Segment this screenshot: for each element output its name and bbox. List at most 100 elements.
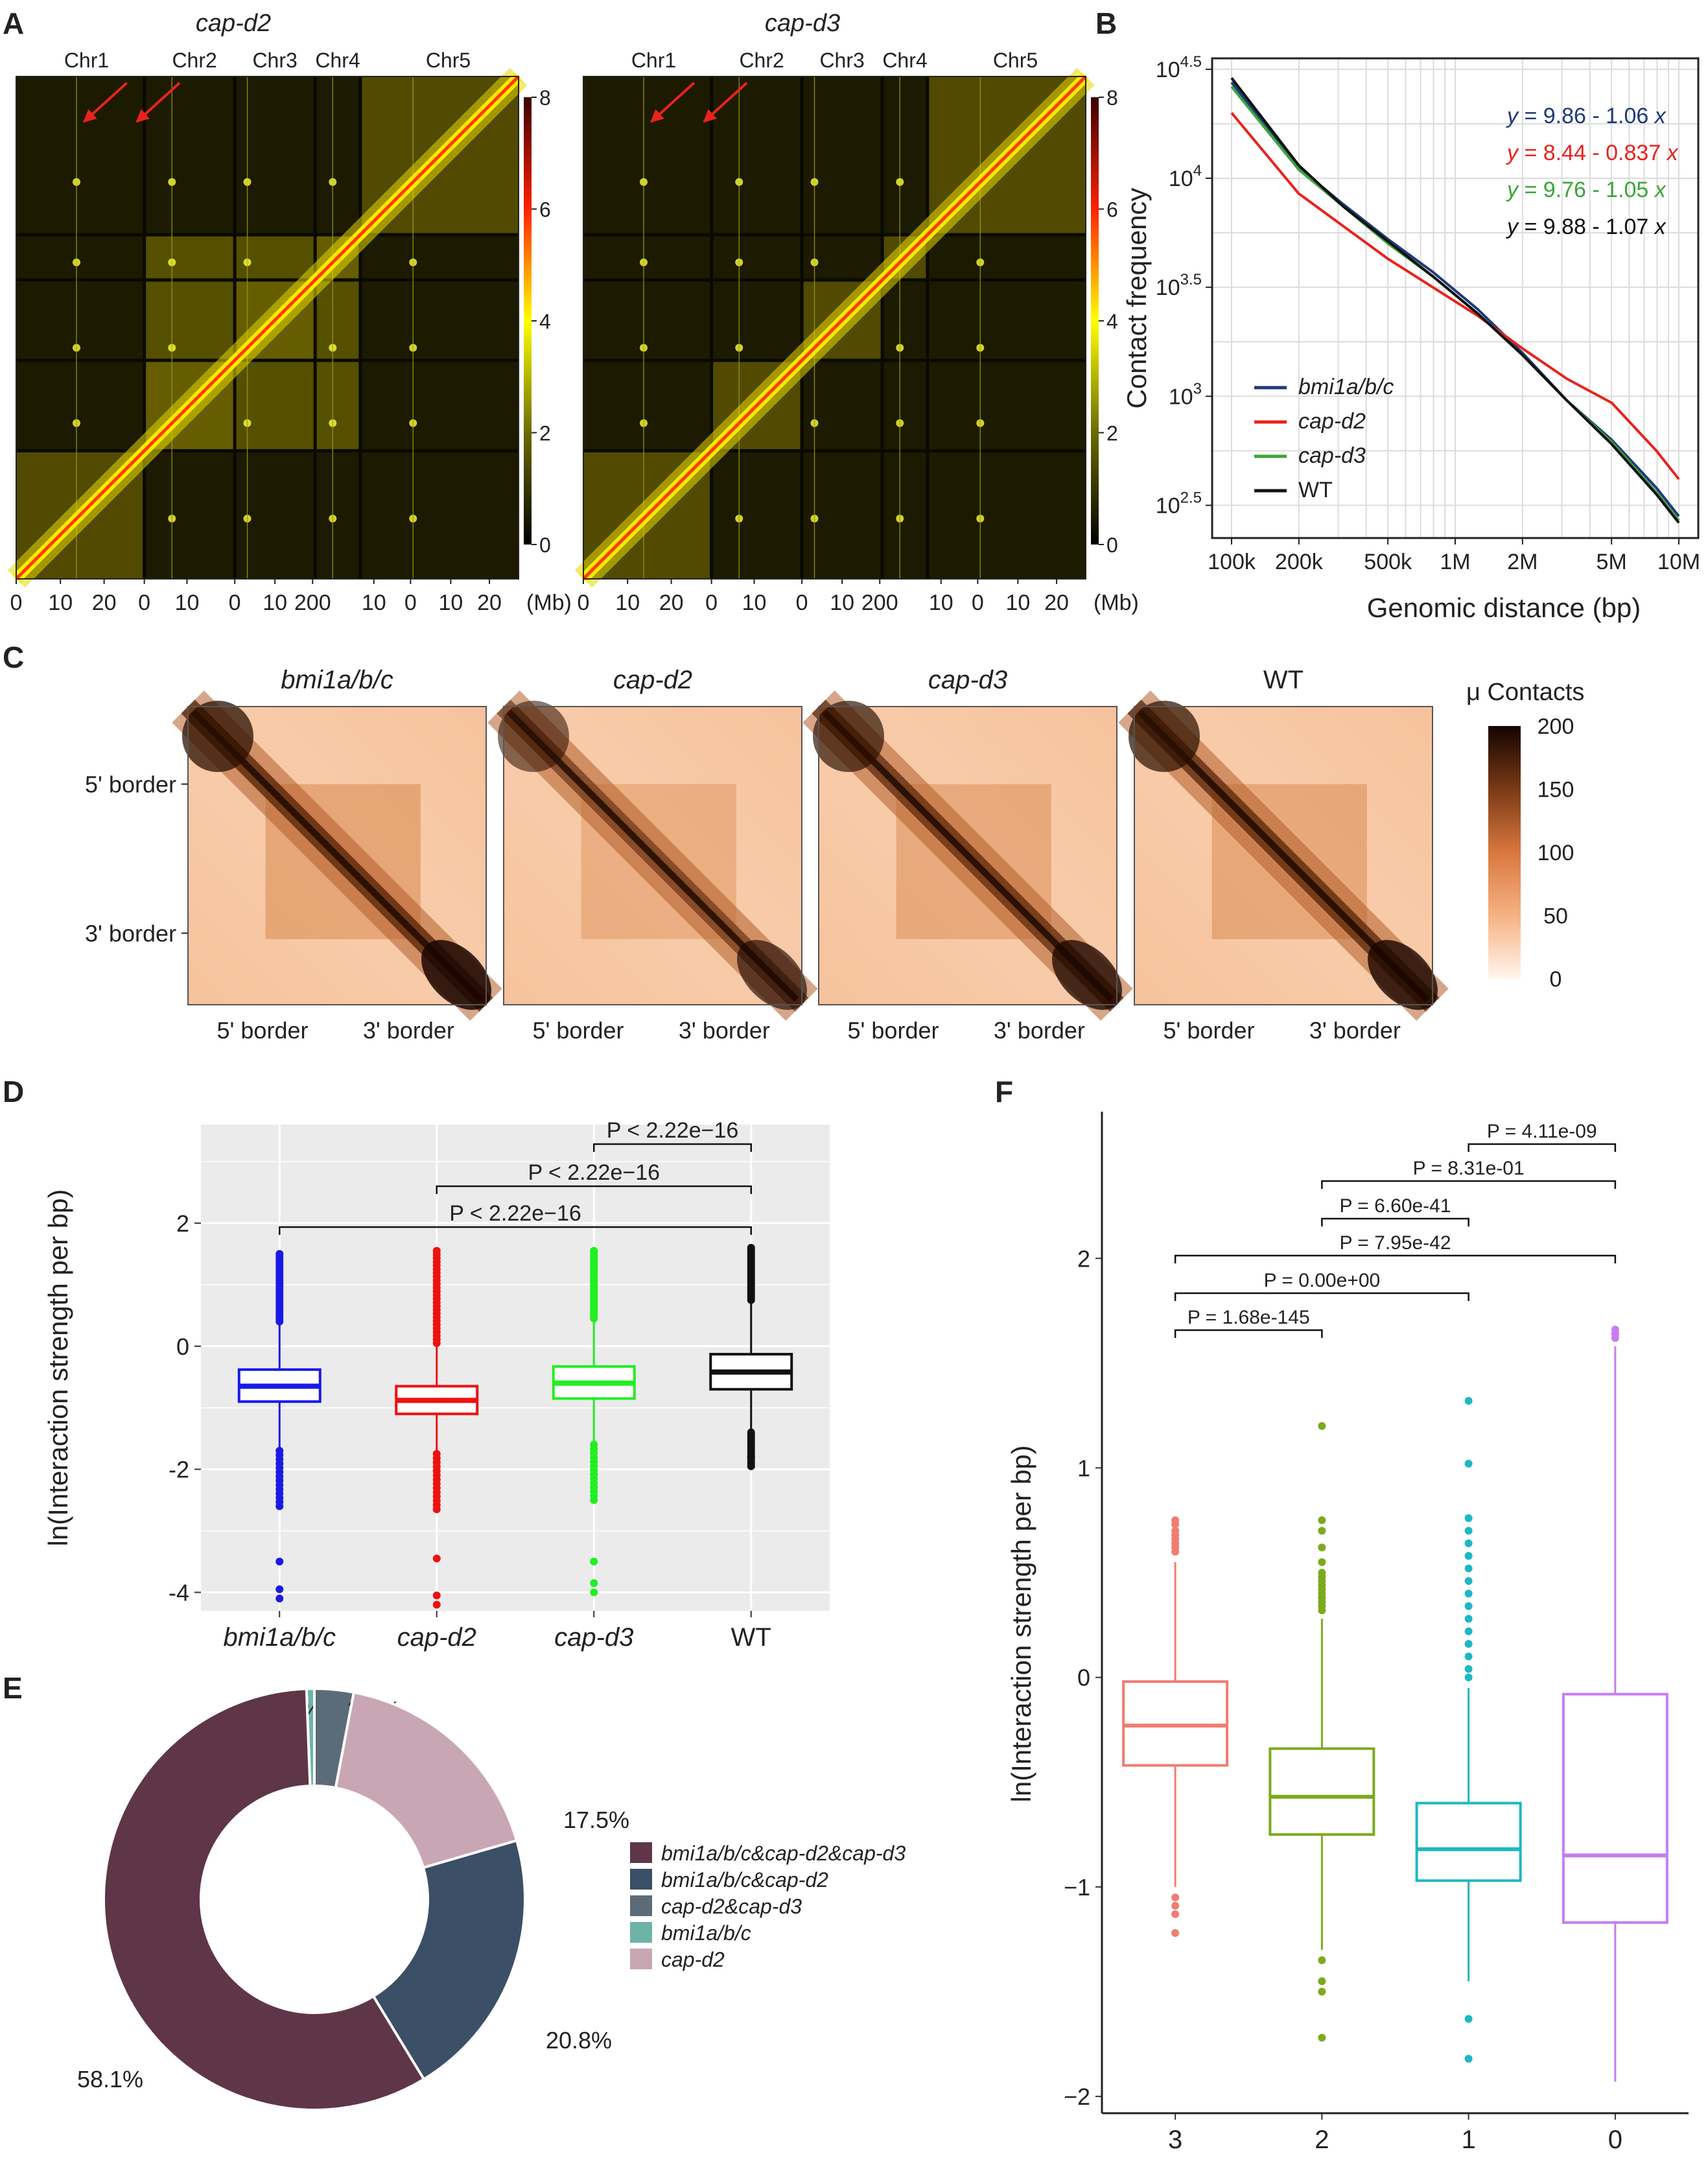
- comparison-bracket: [436, 1185, 752, 1194]
- x-tick-label: cap-d2: [397, 1623, 476, 1652]
- panel-label-d: D: [3, 1075, 24, 1108]
- y-tick-exp: 2.5: [1180, 489, 1202, 507]
- box-iqr: [1122, 1680, 1229, 1767]
- y-axis-title: Contact frequency: [1121, 188, 1152, 409]
- regression-equation: y = 9.86 - 1.06 x: [1506, 104, 1667, 128]
- x-tick-label: 20: [92, 591, 117, 615]
- y-tick-exp: 4: [1193, 162, 1202, 180]
- y-tick-label: 1: [1077, 1455, 1090, 1481]
- eq-y-var: y: [1506, 104, 1519, 128]
- x-tick-label: 3: [1168, 2126, 1182, 2154]
- centromere-contact: [810, 178, 819, 186]
- eq-x-var: x: [1666, 141, 1679, 165]
- centromere-contact: [409, 258, 417, 266]
- legend-label: WT: [1298, 478, 1333, 502]
- colorbar-title: μ Contacts: [1466, 679, 1584, 706]
- outlier-point: [432, 1247, 441, 1255]
- comparison-bracket: [1174, 1329, 1323, 1338]
- centromere-contact: [168, 258, 176, 266]
- border-blob: [1129, 701, 1200, 772]
- aggregate-map-frame: [503, 706, 802, 1005]
- centromere-contact: [896, 419, 904, 427]
- centromere-contact: [409, 419, 417, 427]
- panel-label-a: A: [3, 6, 24, 40]
- aggregate-map-title: bmi1a/b/c: [281, 666, 393, 694]
- outlier-point: [1464, 1539, 1473, 1547]
- x-tick-label: 0: [404, 591, 417, 615]
- outlier-point: [1464, 1527, 1473, 1535]
- y-tick-label: 0: [1077, 1665, 1090, 1691]
- centromere-contact: [640, 178, 648, 186]
- border-x-label: 3' border: [363, 1017, 454, 1044]
- panel-f: 2 1 0 −1 −2 3 2 1 0 P = 4.11e-09 P = 8.31e-01 P = 6…: [1006, 1112, 1689, 2154]
- border-blob: [182, 701, 253, 772]
- centromere-contact: [896, 178, 904, 186]
- box-cap-d2: [395, 1247, 479, 1609]
- outlier-point: [275, 1595, 284, 1603]
- centromere-contact: [243, 178, 252, 186]
- pie-slice-bmi1a/b/c&cap-d2&cap-d3: [102, 1687, 426, 2111]
- centromere-contact: [243, 515, 252, 522]
- legend-swatch: [630, 1949, 652, 1969]
- colorbar-label: 50: [1543, 904, 1568, 929]
- outlier-point: [1464, 1602, 1473, 1610]
- outlier-point: [1318, 1987, 1326, 1996]
- outlier-point: [1318, 1422, 1326, 1430]
- chromosome-label: Chr3: [819, 49, 864, 72]
- p-value-label: P < 2.22e−16: [607, 1118, 739, 1143]
- x-tick-label: 0: [578, 591, 590, 615]
- centromere-contact: [735, 344, 743, 352]
- x-tick-label: 0: [705, 591, 718, 615]
- diagonal-core: [582, 75, 1087, 580]
- outlier-point: [1171, 1902, 1180, 1910]
- y-tick-label: −2: [1064, 2083, 1090, 2110]
- chromosome-label: Chr5: [426, 49, 471, 72]
- p-value-label: P < 2.22e−16: [528, 1160, 660, 1185]
- eq-x-var: x: [1654, 178, 1667, 202]
- box-0: [1562, 1326, 1668, 2082]
- legend-swatch: [630, 1895, 652, 1916]
- box-iqr: [1269, 1747, 1375, 1836]
- centromere-contact: [73, 344, 80, 352]
- aggregate-map-frame: [818, 706, 1117, 1005]
- centromere-contact: [640, 344, 648, 352]
- y-tick-label: 2: [1077, 1245, 1090, 1272]
- colorbar-label: 4: [539, 310, 551, 333]
- box-cap-d3: [552, 1247, 636, 1597]
- outlier-point: [1171, 1547, 1180, 1556]
- centromere-contact: [329, 419, 337, 427]
- colorbar: [1488, 726, 1521, 979]
- y-tick-base: 10: [1169, 167, 1193, 191]
- border-x-label: 5' border: [848, 1017, 939, 1044]
- outlier-point: [747, 1243, 755, 1252]
- aggregate-map-bmi1a/b/c: bmi1a/b/c 5' border 3' border: [172, 666, 502, 1044]
- outlier-point: [1464, 1397, 1473, 1405]
- y-tick-label: -2: [169, 1457, 189, 1483]
- outlier-point: [275, 1250, 284, 1258]
- x-tick-label: 10: [615, 591, 640, 615]
- centromere-contact: [735, 515, 743, 522]
- y-tick-exp: 3.5: [1180, 271, 1202, 288]
- panel-b: 100k 200k 500k 1M 2M 5M 10M Genomic distance (b…: [1121, 53, 1700, 623]
- outlier-point: [1464, 2054, 1473, 2063]
- box-WT: [709, 1243, 793, 1470]
- y-tick-label: 0: [176, 1333, 189, 1360]
- centromere-contact: [810, 258, 819, 266]
- x-tick-label: 10: [929, 591, 953, 615]
- x-tick-label: 0: [138, 591, 150, 615]
- comparison-bracket: [1468, 1143, 1617, 1152]
- outlier-point: [432, 1554, 441, 1563]
- centromere-contact: [735, 258, 743, 266]
- outlier-point: [1464, 1589, 1473, 1598]
- outlier-point: [1318, 2033, 1326, 2042]
- p-value-label: P = 8.31e-01: [1413, 1158, 1525, 1179]
- outlier-point: [1171, 1520, 1180, 1529]
- x-tick-label: 10: [362, 591, 386, 615]
- outlier-point: [747, 1462, 755, 1470]
- series-line-WT: [1230, 77, 1680, 524]
- outlier-point: [275, 1585, 284, 1593]
- border-x-label: 3' border: [994, 1017, 1085, 1044]
